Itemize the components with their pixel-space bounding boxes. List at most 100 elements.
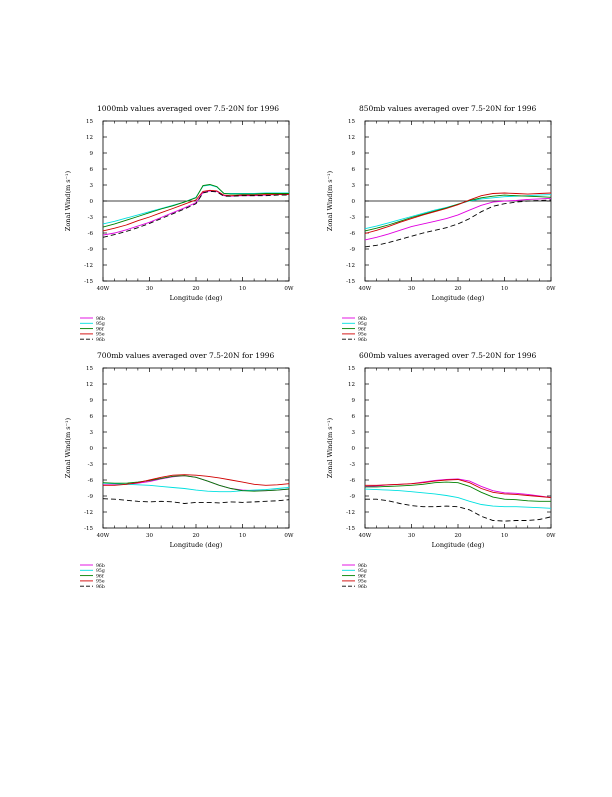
x-tick-label: 30 bbox=[408, 286, 415, 292]
x-tick-label: 40W bbox=[359, 286, 372, 292]
y-axis-label: Zonal Wind(m s⁻¹) bbox=[64, 170, 72, 231]
x-axis-label: Longitude (deg) bbox=[432, 294, 485, 302]
y-tick-label: 0 bbox=[352, 199, 356, 205]
chart-panel-1: 1000mb values averaged over 7.5-20N for … bbox=[64, 104, 294, 343]
chart-panel-2: 850mb values averaged over 7.5-20N for 1… bbox=[326, 104, 556, 343]
x-tick-label: 20 bbox=[455, 286, 462, 292]
x-tick-label: 30 bbox=[146, 286, 153, 292]
y-tick-label: -6 bbox=[350, 478, 356, 484]
legend-label: 96b bbox=[96, 584, 105, 590]
y-tick-label: -15 bbox=[346, 526, 355, 532]
x-tick-label: 0W bbox=[284, 286, 293, 292]
chart-title: 850mb values averaged over 7.5-20N for 1… bbox=[359, 104, 537, 113]
y-tick-label: -9 bbox=[88, 247, 94, 253]
legend-label: 95g bbox=[96, 321, 105, 327]
chart-title: 1000mb values averaged over 7.5-20N for … bbox=[97, 104, 279, 113]
y-tick-label: 6 bbox=[90, 414, 94, 420]
chart-title: 600mb values averaged over 7.5-20N for 1… bbox=[359, 351, 537, 360]
y-tick-label: 12 bbox=[348, 135, 355, 141]
y-tick-label: -9 bbox=[350, 494, 356, 500]
x-axis-label: Longitude (deg) bbox=[170, 294, 223, 302]
y-tick-label: -12 bbox=[346, 510, 355, 516]
x-tick-label: 20 bbox=[455, 533, 462, 539]
y-tick-label: -3 bbox=[350, 215, 356, 221]
y-tick-label: 0 bbox=[90, 446, 94, 452]
x-tick-label: 0W bbox=[546, 533, 555, 539]
y-axis-label: Zonal Wind(m s⁻¹) bbox=[64, 417, 72, 478]
y-tick-label: 15 bbox=[348, 119, 355, 125]
series-line-4 bbox=[365, 479, 552, 499]
legend-label: 95g bbox=[96, 568, 105, 574]
y-tick-label: -12 bbox=[346, 263, 355, 269]
y-tick-label: 3 bbox=[352, 183, 356, 189]
x-tick-label: 30 bbox=[408, 533, 415, 539]
legend-label: 95e bbox=[358, 579, 367, 585]
y-tick-label: -9 bbox=[88, 494, 94, 500]
legend-label: 96b bbox=[96, 563, 105, 569]
y-tick-label: -6 bbox=[350, 231, 356, 237]
legend-label: 96b bbox=[358, 584, 367, 590]
y-tick-label: 3 bbox=[352, 430, 356, 436]
legend-label: 95e bbox=[96, 579, 105, 585]
y-tick-label: -3 bbox=[350, 462, 356, 468]
x-axis-label: Longitude (deg) bbox=[432, 541, 485, 549]
legend-label: 96f bbox=[96, 573, 104, 579]
legend-label: 96f bbox=[358, 326, 366, 332]
x-tick-label: 30 bbox=[146, 533, 153, 539]
y-tick-label: -3 bbox=[88, 215, 94, 221]
series-line-2 bbox=[102, 184, 289, 225]
y-tick-label: 15 bbox=[348, 366, 355, 372]
y-tick-label: 9 bbox=[352, 398, 356, 404]
y-tick-label: -12 bbox=[84, 263, 93, 269]
x-tick-label: 10 bbox=[501, 286, 508, 292]
y-tick-label: 12 bbox=[348, 382, 355, 388]
y-tick-label: -15 bbox=[346, 279, 355, 285]
y-tick-label: 12 bbox=[86, 382, 93, 388]
x-tick-label: 40W bbox=[97, 533, 110, 539]
series-line-5 bbox=[102, 498, 290, 504]
series-line-3 bbox=[365, 481, 551, 502]
y-tick-label: 3 bbox=[90, 183, 94, 189]
chart-panel-3: 700mb values averaged over 7.5-20N for 1… bbox=[64, 351, 294, 590]
legend-label: 96b bbox=[358, 563, 367, 569]
series-line-3 bbox=[364, 194, 552, 232]
series-line-3 bbox=[102, 184, 289, 228]
y-tick-label: 9 bbox=[90, 398, 94, 404]
x-tick-label: 10 bbox=[239, 286, 246, 292]
y-tick-label: 12 bbox=[86, 135, 93, 141]
series-line-4 bbox=[364, 192, 552, 234]
chart-panel-4: 600mb values averaged over 7.5-20N for 1… bbox=[326, 351, 556, 590]
plot-frame bbox=[364, 367, 552, 529]
series-line-4 bbox=[103, 474, 290, 486]
series-line-5 bbox=[364, 199, 552, 248]
y-tick-label: -3 bbox=[88, 462, 94, 468]
series-line-2 bbox=[102, 482, 290, 493]
series-line-5 bbox=[102, 190, 289, 238]
y-tick-label: -9 bbox=[350, 247, 356, 253]
y-tick-label: -12 bbox=[84, 510, 93, 516]
x-tick-label: 10 bbox=[239, 533, 246, 539]
y-axis-label: Zonal Wind(m s⁻¹) bbox=[326, 417, 334, 478]
series-line-2 bbox=[364, 488, 552, 509]
x-tick-label: 40W bbox=[359, 533, 372, 539]
series-line-1 bbox=[364, 197, 552, 241]
legend-label: 96b bbox=[358, 316, 367, 322]
y-tick-label: -6 bbox=[88, 478, 94, 484]
y-tick-label: 9 bbox=[90, 151, 94, 157]
y-tick-label: 6 bbox=[352, 414, 356, 420]
series-line-3 bbox=[102, 475, 290, 492]
y-tick-label: 0 bbox=[352, 446, 356, 452]
chart-title: 700mb values averaged over 7.5-20N for 1… bbox=[97, 351, 275, 360]
y-tick-label: -6 bbox=[88, 231, 94, 237]
x-tick-label: 0W bbox=[284, 533, 293, 539]
legend-label: 95g bbox=[358, 321, 367, 327]
x-axis-label: Longitude (deg) bbox=[170, 541, 223, 549]
y-tick-label: 15 bbox=[86, 366, 93, 372]
legend-label: 95g bbox=[358, 568, 367, 574]
y-tick-label: 3 bbox=[90, 430, 94, 436]
plot-frame bbox=[102, 367, 290, 529]
y-tick-label: 0 bbox=[90, 199, 94, 205]
